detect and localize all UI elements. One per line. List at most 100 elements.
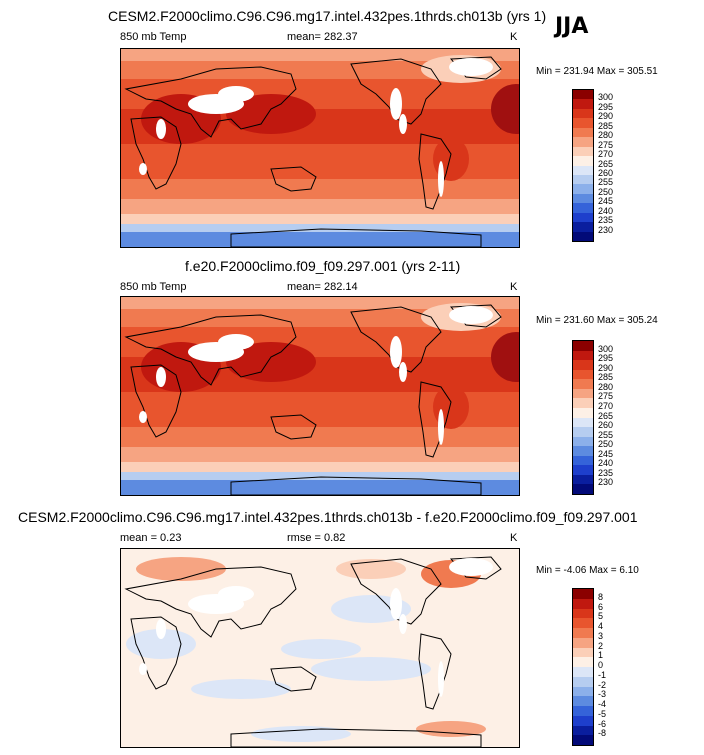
colorbar-swatch — [573, 589, 593, 599]
coastline — [124, 566, 297, 638]
temperature-band — [121, 427, 519, 447]
masked-terrain — [139, 663, 147, 675]
panel-1-map — [120, 48, 520, 248]
masked-terrain — [449, 558, 493, 576]
colorbar-swatch — [573, 231, 593, 241]
colorbar-tick-label: -8 — [598, 728, 607, 739]
colorbar-tick-label: 5 — [598, 611, 604, 622]
colorbar-tick-label: 300 — [598, 92, 614, 103]
colorbar-swatch — [573, 436, 593, 447]
panel-2-mean-label: mean= 282.14 — [287, 281, 358, 293]
colorbar-swatch — [573, 156, 593, 166]
colorbar-swatch — [573, 398, 593, 408]
colorbar-swatch — [573, 608, 593, 619]
colorbar-swatch — [573, 379, 593, 389]
temperature-band — [121, 214, 519, 224]
colorbar-swatch — [573, 212, 593, 223]
colorbar-tick-label: 285 — [598, 120, 614, 131]
masked-terrain — [139, 163, 147, 175]
colorbar-swatch — [573, 735, 593, 745]
coastline — [130, 116, 182, 190]
colorbar-tick-label: 280 — [598, 381, 614, 392]
difference-region — [251, 726, 351, 742]
warm-region — [226, 94, 316, 134]
masked-terrain — [399, 114, 407, 134]
colorbar-tick-label: 260 — [598, 420, 614, 431]
masked-terrain — [156, 119, 166, 139]
colorbar-swatch — [573, 647, 593, 658]
difference-region — [416, 721, 486, 737]
masked-terrain — [218, 334, 254, 350]
masked-terrain — [438, 661, 444, 697]
masked-terrain — [438, 161, 444, 197]
temperature-band — [121, 480, 519, 495]
panel-3-title: CESM2.F2000climo.C96.C96.mg17.intel.432p… — [18, 509, 638, 525]
colorbar-swatch — [573, 484, 593, 494]
panel-2-units-label: K — [510, 281, 518, 293]
colorbar-swatch — [573, 706, 593, 716]
coastline — [350, 306, 442, 373]
coastline — [230, 228, 482, 247]
colorbar-tick-label: 6 — [598, 601, 604, 612]
difference-region — [311, 657, 431, 681]
colorbar-tick-label: 275 — [598, 139, 614, 150]
colorbar-swatch — [573, 715, 593, 726]
colorbar-swatch — [573, 350, 593, 361]
difference-region — [281, 639, 361, 659]
colorbar-swatch — [573, 725, 593, 736]
colorbar-swatch — [573, 667, 593, 677]
panel-1-minmax: Min = 231.94 Max = 305.51 — [536, 66, 658, 77]
colorbar-swatch — [573, 127, 593, 138]
colorbar-swatch — [573, 446, 593, 456]
temperature-band — [121, 232, 519, 247]
masked-terrain — [218, 86, 254, 102]
colorbar-tick-label: 270 — [598, 400, 614, 411]
temperature-band — [121, 462, 519, 472]
colorbar-tick-label: 240 — [598, 458, 614, 469]
panel-1-title: CESM2.F2000climo.C96.C96.mg17.intel.432p… — [108, 8, 547, 24]
colorbar-tick-label: 265 — [598, 410, 614, 421]
coastline — [124, 66, 297, 138]
colorbar-tick-label: -2 — [598, 679, 607, 690]
colorbar-tick-label: 285 — [598, 372, 614, 383]
colorbar-swatch — [573, 427, 593, 437]
colorbar-tick-label: 245 — [598, 448, 614, 459]
panel-2-map — [120, 296, 520, 496]
colorbar-swatch — [573, 637, 593, 648]
colorbar-tick-label: 250 — [598, 439, 614, 450]
colorbar-tick-label: 270 — [598, 149, 614, 160]
colorbar-swatch — [573, 455, 593, 466]
warm-region — [491, 332, 519, 382]
colorbar-tick-label: 245 — [598, 196, 614, 207]
colorbar-tick-label: 295 — [598, 101, 614, 112]
colorbar-swatch — [573, 417, 593, 428]
coastline — [418, 381, 452, 458]
colorbar-tick-label: 2 — [598, 640, 604, 651]
colorbar-swatch — [573, 118, 593, 128]
colorbar-tick-label: 265 — [598, 158, 614, 169]
colorbar-swatch — [573, 657, 593, 667]
panel-3-map — [120, 548, 520, 748]
colorbar-tick-label: 8 — [598, 591, 604, 602]
temperature-band — [121, 447, 519, 462]
colorbar-swatch — [573, 341, 593, 351]
colorbar-tick-label: -6 — [598, 718, 607, 729]
colorbar-swatch — [573, 174, 593, 185]
colorbar-swatch — [573, 146, 593, 157]
coastline — [270, 414, 317, 440]
colorbar-tick-label: 4 — [598, 621, 604, 631]
colorbar-swatch — [573, 193, 593, 204]
colorbar-tick-label: 0 — [598, 660, 604, 670]
colorbar-swatch — [573, 618, 593, 628]
colorbar-tick-label: -4 — [598, 699, 607, 709]
colorbar-swatch — [573, 686, 593, 697]
masked-terrain — [390, 588, 402, 620]
colorbar-swatch — [573, 676, 593, 687]
colorbar-swatch — [573, 90, 593, 100]
panel-3-mean-label: mean = 0.23 — [120, 532, 182, 544]
panel-2-minmax: Min = 231.60 Max = 305.24 — [536, 315, 658, 326]
panel-3-minmax: Min = -4.06 Max = 6.10 — [536, 565, 639, 576]
masked-terrain — [399, 614, 407, 634]
colorbar-swatch — [573, 184, 593, 194]
panel-1-colorbar — [572, 89, 594, 242]
